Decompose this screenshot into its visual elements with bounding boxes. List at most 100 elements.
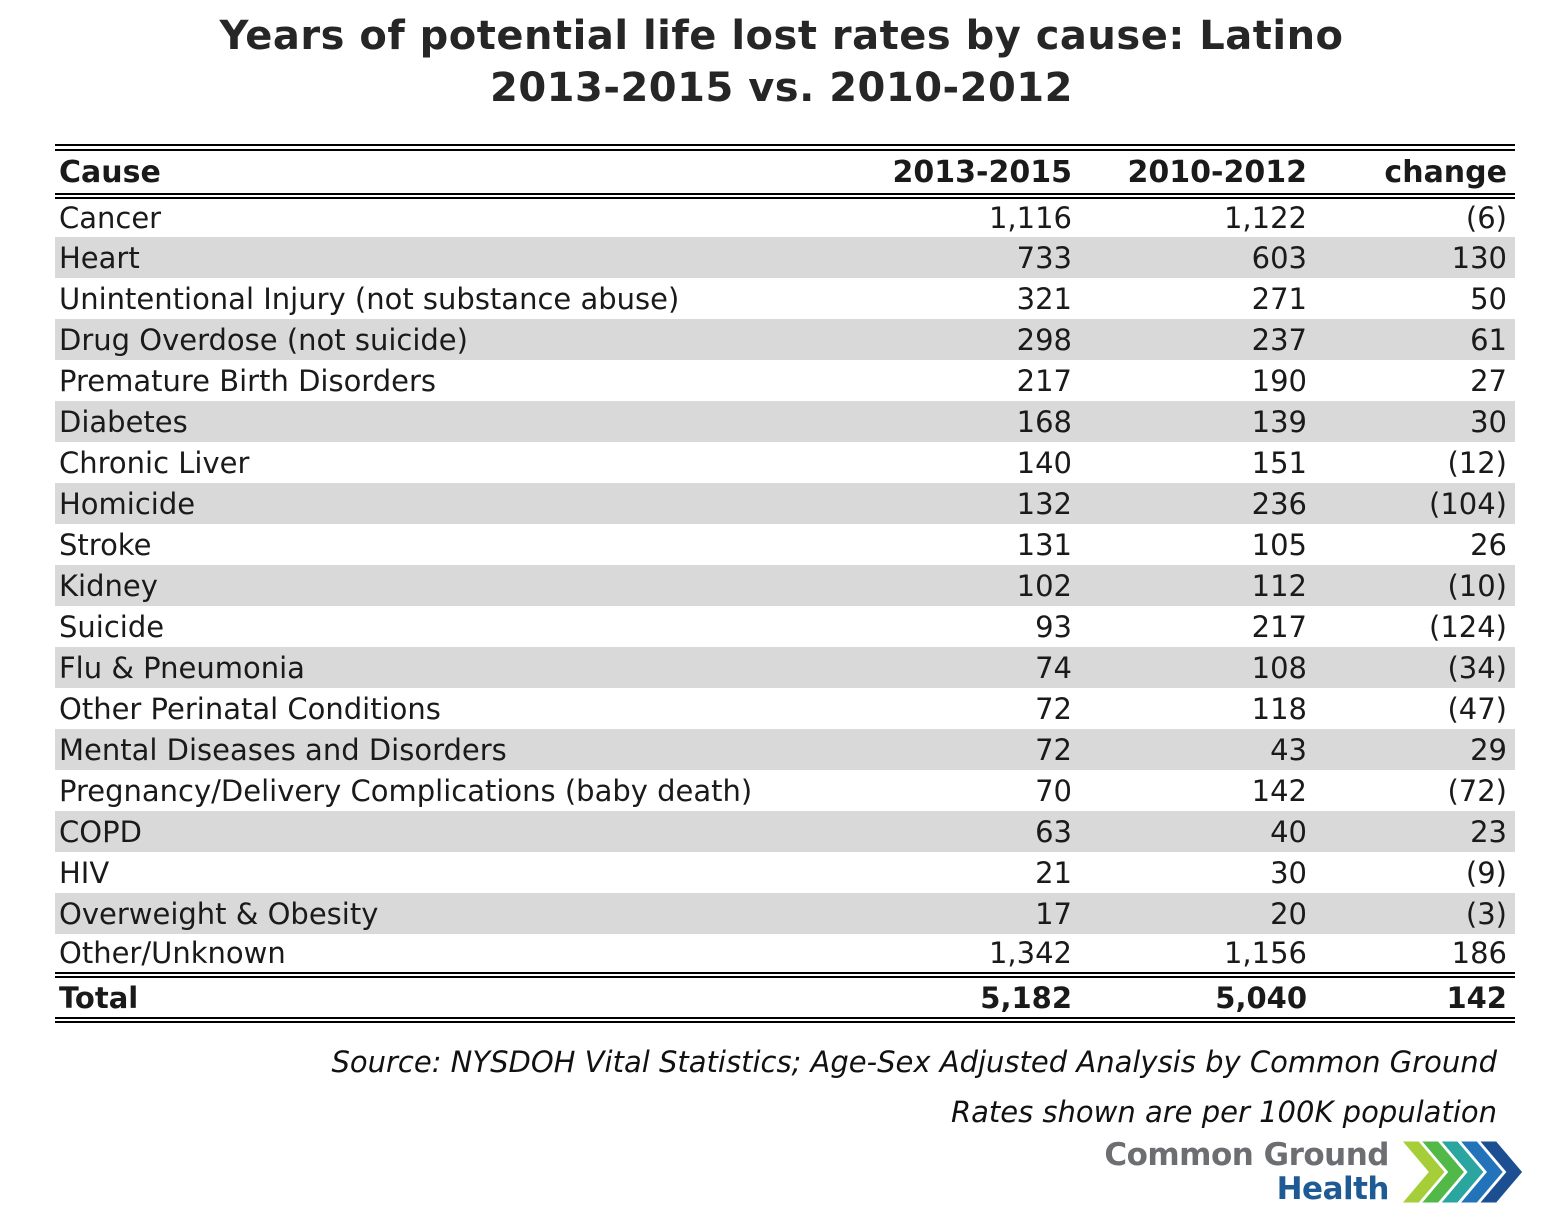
cell-value: (12) bbox=[1447, 445, 1507, 480]
cell-value: 298 bbox=[1016, 322, 1072, 357]
table-row: Overweight & Obesity 17 20 (3) bbox=[55, 893, 1515, 934]
total-2010-2012: 5,040 bbox=[1080, 975, 1315, 1023]
table-footer: Total 5,182 5,040 142 bbox=[55, 975, 1515, 1023]
cell-cause: COPD bbox=[59, 814, 142, 849]
cell-cause: Flu & Pneumonia bbox=[59, 650, 305, 685]
source-note: Source: NYSDOH Vital Statistics; Age-Sex… bbox=[0, 1037, 1563, 1137]
cell-cause: Stroke bbox=[59, 527, 152, 562]
table-row: Other/Unknown 1,342 1,156 186 bbox=[55, 934, 1515, 978]
table-row: COPD 63 40 23 bbox=[55, 811, 1515, 852]
cell-value: 72 bbox=[1035, 732, 1072, 767]
cell-value: 72 bbox=[1035, 691, 1072, 726]
cell-cause: Kidney bbox=[59, 568, 158, 603]
cell-cause: Unintentional Injury (not substance abus… bbox=[59, 281, 680, 316]
cell-cause: Overweight & Obesity bbox=[59, 896, 379, 931]
cell-value: (34) bbox=[1447, 650, 1507, 685]
cell-value: 23 bbox=[1470, 814, 1507, 849]
cell-cause: Cancer bbox=[59, 201, 162, 235]
cell-value: 168 bbox=[1016, 404, 1072, 439]
cell-value: 1,342 bbox=[840, 934, 1080, 978]
cell-value: (9) bbox=[1465, 855, 1507, 890]
table-row: Diabetes 168 139 30 bbox=[55, 401, 1515, 442]
cell-cause: Heart bbox=[59, 240, 140, 275]
table-row: Suicide 93 217 (124) bbox=[55, 606, 1515, 647]
title-line-2: 2013-2015 vs. 2010-2012 bbox=[490, 65, 1073, 111]
header-cause: Cause bbox=[55, 147, 840, 199]
table-row: Heart 733 603 130 bbox=[55, 237, 1515, 278]
cell-value: 603 bbox=[1251, 240, 1307, 275]
cell-value: 108 bbox=[1251, 650, 1307, 685]
cell-value: (3) bbox=[1465, 896, 1507, 931]
table-row: Chronic Liver 140 151 (12) bbox=[55, 442, 1515, 483]
cell-value: 40 bbox=[1270, 814, 1307, 849]
header-2010-2012: 2010-2012 bbox=[1080, 147, 1315, 199]
cell-cause: Suicide bbox=[59, 609, 165, 644]
cell-value: 151 bbox=[1251, 445, 1307, 480]
table-row: Stroke 131 105 26 bbox=[55, 524, 1515, 565]
cell-cause: Diabetes bbox=[59, 404, 188, 439]
cell-value: 321 bbox=[1016, 281, 1072, 316]
cell-value: 21 bbox=[1035, 855, 1072, 890]
cell-value: (124) bbox=[1429, 609, 1507, 644]
total-change: 142 bbox=[1315, 975, 1515, 1023]
table-row: Cancer 1,116 1,122 (6) bbox=[55, 196, 1515, 237]
cell-value: 30 bbox=[1470, 404, 1507, 439]
cell-cause: Other/Unknown bbox=[55, 934, 840, 978]
table-row: Unintentional Injury (not substance abus… bbox=[55, 278, 1515, 319]
cell-value: 131 bbox=[1016, 527, 1072, 562]
title-line-1: Years of potential life lost rates by ca… bbox=[219, 13, 1344, 59]
source-note-line-1: Source: NYSDOH Vital Statistics; Age-Sex… bbox=[331, 1045, 1497, 1079]
page-title: Years of potential life lost rates by ca… bbox=[0, 10, 1563, 114]
ypll-table: Cause 2013-2015 2010-2012 change Cancer 1… bbox=[55, 144, 1515, 1023]
cell-value: 186 bbox=[1315, 934, 1515, 978]
cell-cause: Premature Birth Disorders bbox=[59, 363, 436, 398]
cell-value: 1,156 bbox=[1080, 934, 1315, 978]
total-row: Total 5,182 5,040 142 bbox=[55, 975, 1515, 1023]
cell-value: 236 bbox=[1251, 486, 1307, 521]
cell-value: 93 bbox=[1035, 609, 1072, 644]
cell-cause: HIV bbox=[59, 855, 110, 890]
cell-value: 1,116 bbox=[988, 201, 1072, 235]
table-row: Homicide 132 236 (104) bbox=[55, 483, 1515, 524]
table-row: Drug Overdose (not suicide) 298 237 61 bbox=[55, 319, 1515, 360]
cell-value: 237 bbox=[1251, 322, 1307, 357]
table-row: HIV 21 30 (9) bbox=[55, 852, 1515, 893]
table-row: Pregnancy/Delivery Complications (baby d… bbox=[55, 770, 1515, 811]
table-header: Cause 2013-2015 2010-2012 change bbox=[55, 147, 1515, 199]
cell-value: 26 bbox=[1470, 527, 1507, 562]
cell-value: 74 bbox=[1035, 650, 1072, 685]
cell-value: (10) bbox=[1447, 568, 1507, 603]
cell-value: 50 bbox=[1470, 281, 1507, 316]
logo-text: Common Ground Health bbox=[1104, 1138, 1389, 1206]
cell-value: 140 bbox=[1016, 445, 1072, 480]
cell-value: 20 bbox=[1270, 896, 1307, 931]
cell-value: (47) bbox=[1447, 691, 1507, 726]
cell-value: 132 bbox=[1016, 486, 1072, 521]
cell-value: 102 bbox=[1016, 568, 1072, 603]
common-ground-health-logo: Common Ground Health bbox=[1104, 1138, 1523, 1206]
cell-cause: Other Perinatal Conditions bbox=[59, 691, 441, 726]
cell-cause: Mental Diseases and Disorders bbox=[59, 732, 507, 767]
cell-value: (104) bbox=[1429, 486, 1507, 521]
cell-value: 217 bbox=[1016, 363, 1072, 398]
source-note-line-2: Rates shown are per 100K population bbox=[950, 1095, 1497, 1129]
table-row: Kidney 102 112 (10) bbox=[55, 565, 1515, 606]
chevrons-icon bbox=[1403, 1141, 1523, 1203]
cell-cause: Pregnancy/Delivery Complications (baby d… bbox=[59, 773, 753, 808]
cell-value: 105 bbox=[1251, 527, 1307, 562]
cell-value: 112 bbox=[1251, 568, 1307, 603]
header-change: change bbox=[1315, 147, 1515, 199]
cell-value: 29 bbox=[1470, 732, 1507, 767]
cell-value: 190 bbox=[1251, 363, 1307, 398]
total-2013-2015: 5,182 bbox=[840, 975, 1080, 1023]
table-row: Mental Diseases and Disorders 72 43 29 bbox=[55, 729, 1515, 770]
cell-value: (72) bbox=[1447, 773, 1507, 808]
cell-value: 130 bbox=[1451, 240, 1507, 275]
cell-value: 17 bbox=[1035, 896, 1072, 931]
table-row: Premature Birth Disorders 217 190 27 bbox=[55, 360, 1515, 401]
cell-value: 63 bbox=[1035, 814, 1072, 849]
cell-value: 118 bbox=[1251, 691, 1307, 726]
cell-value: 217 bbox=[1251, 609, 1307, 644]
cell-value: 30 bbox=[1270, 855, 1307, 890]
